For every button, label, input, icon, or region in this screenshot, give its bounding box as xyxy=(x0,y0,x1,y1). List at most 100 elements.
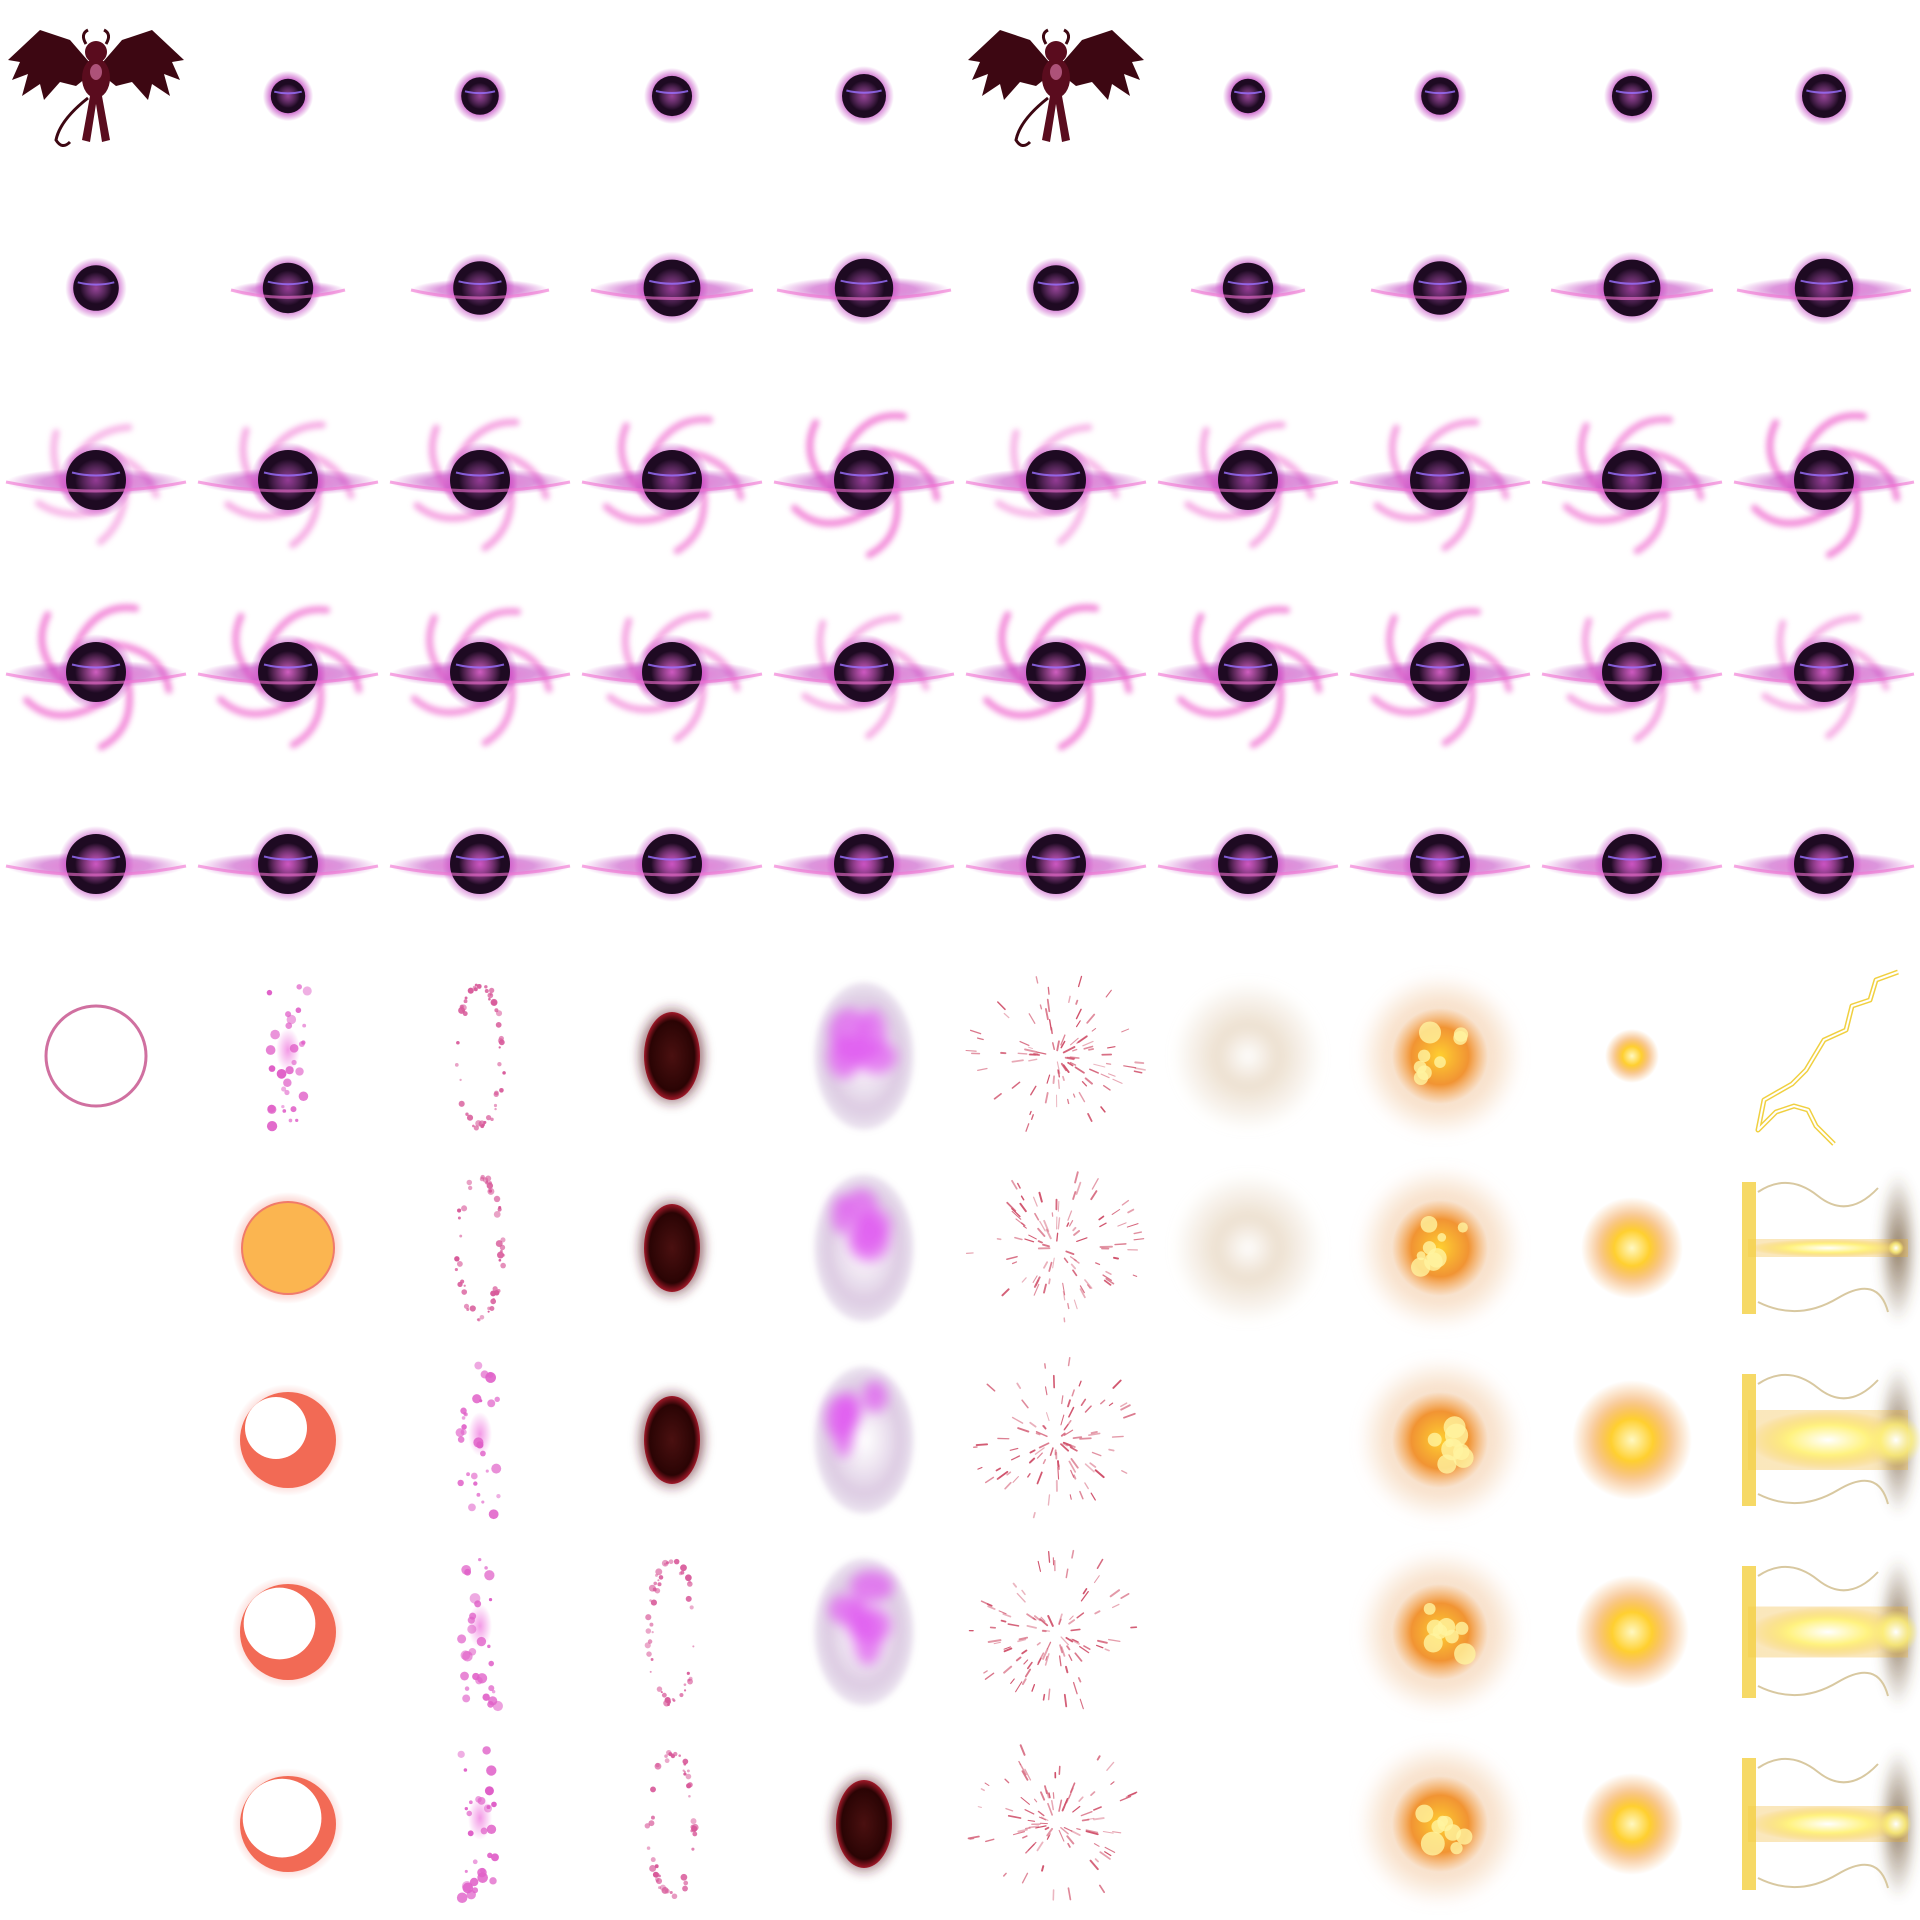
sprite-particles-ring-r6-c2 xyxy=(384,1152,576,1344)
sprite-orb-r2-c3 xyxy=(576,384,768,576)
sprite-orb-icon xyxy=(1733,614,1915,740)
sprite-sun-disc-r6-c1 xyxy=(192,1152,384,1344)
sprite-orb-r0-c7 xyxy=(1344,0,1536,192)
sprite-orb-icon xyxy=(590,251,754,325)
orb-core xyxy=(1218,642,1278,702)
orb-core xyxy=(258,834,318,894)
sprite-dust-icon xyxy=(1172,1172,1324,1324)
sprite-orb-icon xyxy=(776,250,952,326)
sprite-orb-r1-c6 xyxy=(1152,192,1344,384)
orb-core xyxy=(651,75,693,117)
sprite-orb-icon xyxy=(1349,826,1531,902)
orb-core xyxy=(1026,642,1086,702)
sprite-void-icon xyxy=(634,1194,710,1302)
sprite-orb-icon xyxy=(1222,70,1274,122)
sprite-pink-cloud-r5-c4 xyxy=(768,960,960,1152)
sprite-orb-icon xyxy=(1413,69,1467,123)
sprite-orb-r4-c9 xyxy=(1728,768,1920,960)
sprite-orb-r0-c4 xyxy=(768,0,960,192)
sprite-void-icon xyxy=(634,1002,710,1110)
orb-core xyxy=(1603,259,1661,317)
sprite-orb-r1-c4 xyxy=(768,192,960,384)
orb-core xyxy=(1218,834,1278,894)
sprite-pink-cloud-icon xyxy=(814,1558,914,1706)
particle-cluster xyxy=(455,1361,502,1520)
spark-burst xyxy=(973,1356,1136,1519)
sun-disc xyxy=(241,1201,335,1295)
sprite-orb-r1-c7 xyxy=(1344,192,1536,384)
particle-ring xyxy=(454,1174,506,1322)
sprite-orb-r4-c3 xyxy=(576,768,768,960)
pink-cloud xyxy=(814,1174,914,1322)
explosion-small xyxy=(1572,1380,1692,1500)
sprite-crescent-icon xyxy=(232,1384,344,1496)
sprite-particles-ring-icon xyxy=(454,1174,506,1322)
void-portal xyxy=(634,1386,710,1494)
sprite-crescent-icon xyxy=(232,1576,344,1688)
sprite-orb-icon xyxy=(1157,421,1339,549)
sprite-orb-r0-c1 xyxy=(192,0,384,192)
sprite-orb-r2-c1 xyxy=(192,384,384,576)
sprite-orb-icon xyxy=(197,606,379,749)
void-portal xyxy=(826,1770,902,1878)
orb-core xyxy=(270,78,306,114)
sprite-dust-r5-c6 xyxy=(1152,960,1344,1152)
sprite-beam-icon xyxy=(1742,1748,1918,1900)
explosion-large xyxy=(1358,1358,1522,1522)
sprite-sparks-r6-c5 xyxy=(960,1152,1152,1344)
explosion-small xyxy=(1581,1773,1683,1875)
sprite-beam-r9-c9 xyxy=(1728,1728,1920,1920)
sprite-crescent-r8-c1 xyxy=(192,1536,384,1728)
sprite-sparks-icon xyxy=(973,1356,1136,1519)
sprite-dust-r6-c6 xyxy=(1152,1152,1344,1344)
sprite-explosion-small-r8-c8 xyxy=(1536,1536,1728,1728)
sprite-orb-icon xyxy=(773,412,955,559)
sprite-particles-cluster-r9-c2 xyxy=(384,1728,576,1920)
sprite-orb-icon xyxy=(230,254,346,322)
sprite-lightning-icon xyxy=(1755,969,1899,1146)
void-portal xyxy=(634,1002,710,1110)
sprite-orb-r0-c8 xyxy=(1536,0,1728,192)
sprite-demon-icon xyxy=(8,28,184,147)
explosion-large xyxy=(1358,1742,1522,1906)
sprite-particles-cluster-r7-c2 xyxy=(384,1344,576,1536)
sprite-orb-icon xyxy=(834,66,894,126)
sprite-orb-r4-c2 xyxy=(384,768,576,960)
sprite-orb-icon xyxy=(1190,254,1306,322)
sprite-orb-icon xyxy=(965,604,1147,751)
sprite-demon-icon xyxy=(968,28,1144,147)
sprite-void-icon xyxy=(634,1386,710,1494)
sprite-orb-icon xyxy=(965,423,1147,546)
sprite-orb-icon xyxy=(1550,251,1714,325)
sprite-orb-r3-c9 xyxy=(1728,576,1920,768)
sprite-orb-r4-c6 xyxy=(1152,768,1344,960)
orb-core xyxy=(1602,450,1662,510)
demon-silhouette xyxy=(968,28,1144,147)
sprite-orb-icon xyxy=(1541,826,1723,902)
orb-core xyxy=(1410,450,1470,510)
sprite-orb-icon xyxy=(1733,826,1915,902)
orb-core xyxy=(1602,834,1662,894)
sprite-void-r5-c3 xyxy=(576,960,768,1152)
sprite-orb-r2-c8 xyxy=(1536,384,1728,576)
sprite-orb-r2-c4 xyxy=(768,384,960,576)
sprite-explosion-small-icon xyxy=(1575,1575,1689,1689)
sprite-crescent-r7-c1 xyxy=(192,1344,384,1536)
orb-core xyxy=(73,265,119,311)
sprite-orb-r1-c1 xyxy=(192,192,384,384)
orb-core xyxy=(450,834,510,894)
explosion-large xyxy=(1358,974,1522,1138)
sprite-pink-cloud-r7-c4 xyxy=(768,1344,960,1536)
orb-core xyxy=(258,642,318,702)
dust-cloud xyxy=(1172,1172,1324,1324)
sprite-sparks-r7-c5 xyxy=(960,1344,1152,1536)
sprite-beam-r7-c9 xyxy=(1728,1344,1920,1536)
sprite-orb-icon xyxy=(5,604,187,751)
sprite-ring-outline-r5-c0 xyxy=(0,960,192,1152)
sprite-explosion-small-icon xyxy=(1581,1773,1683,1875)
sprite-particles-ring-r9-c3 xyxy=(576,1728,768,1920)
sprite-crescent-icon xyxy=(232,1768,344,1880)
orb-core xyxy=(1794,834,1854,894)
orb-core xyxy=(1033,265,1079,311)
demon-silhouette xyxy=(8,28,184,147)
